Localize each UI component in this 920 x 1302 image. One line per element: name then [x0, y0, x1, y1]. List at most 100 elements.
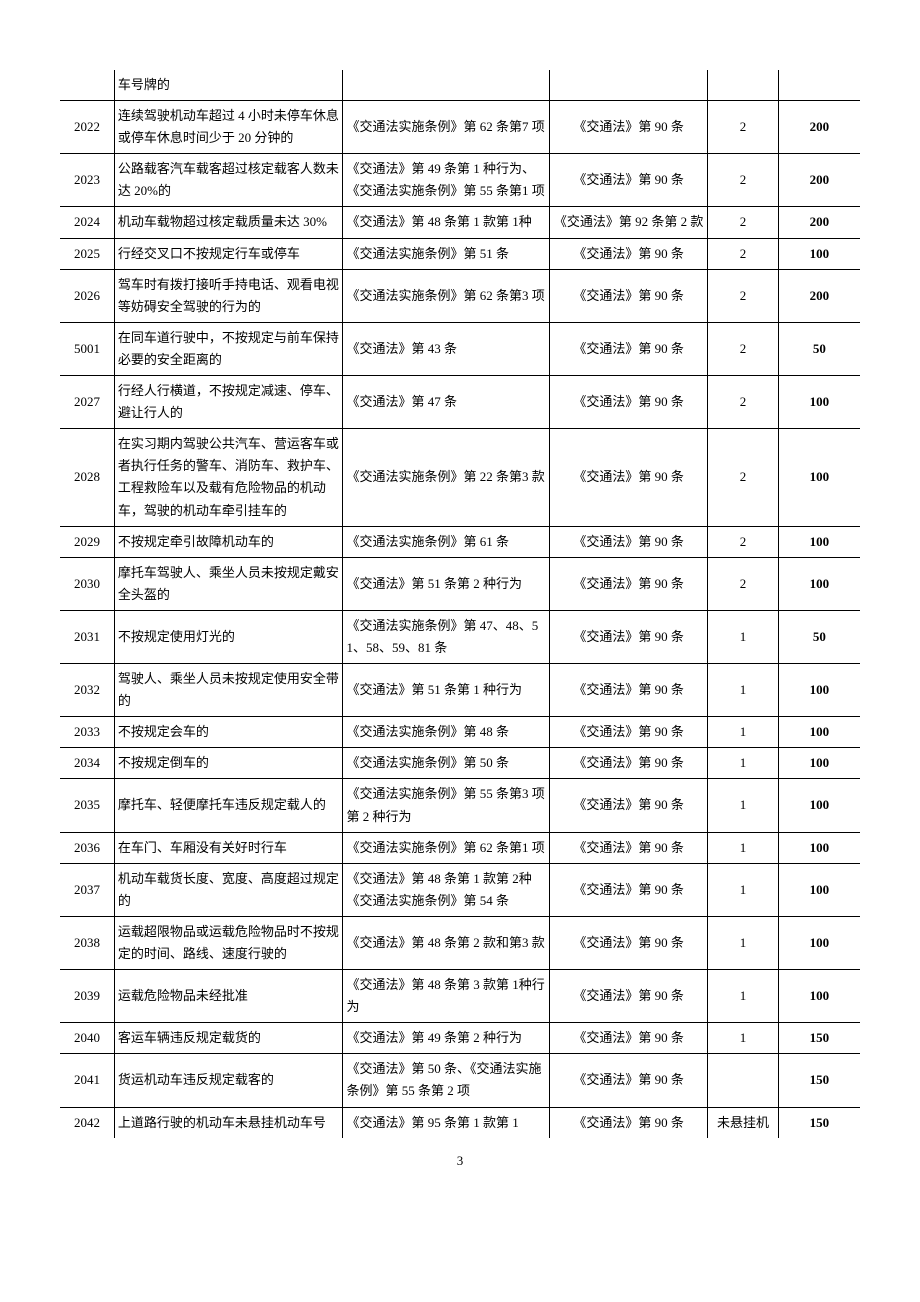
cell-code: 2039: [60, 970, 114, 1023]
cell-points: 2: [708, 557, 779, 610]
cell-fine: 100: [778, 557, 860, 610]
cell-code: 2027: [60, 376, 114, 429]
cell-points: 1: [708, 916, 779, 969]
cell-law-penalty: [550, 70, 708, 101]
cell-law-basis: 《交通法实施条例》第 51 条: [343, 238, 550, 269]
table-row: 2033不按规定会车的《交通法实施条例》第 48 条《交通法》第 90 条110…: [60, 717, 860, 748]
cell-law-basis: 《交通法》第 50 条、《交通法实施条例》第 55 条第 2 项: [343, 1054, 550, 1107]
cell-law-penalty: 《交通法》第 90 条: [550, 970, 708, 1023]
table-row: 2026驾车时有拨打接听手持电话、观看电视等妨碍安全驾驶的行为的《交通法实施条例…: [60, 269, 860, 322]
cell-law-penalty: 《交通法》第 90 条: [550, 1107, 708, 1138]
table-row: 5001在同车道行驶中，不按规定与前车保持必要的安全距离的《交通法》第 43 条…: [60, 322, 860, 375]
cell-code: 2035: [60, 779, 114, 832]
table-row: 2023公路载客汽车载客超过核定载客人数未达 20%的《交通法》第 49 条第 …: [60, 154, 860, 207]
cell-points: 2: [708, 526, 779, 557]
cell-fine: 150: [778, 1023, 860, 1054]
cell-description: 在实习期内驾驶公共汽车、营运客车或者执行任务的警车、消防车、救护车、工程救险车以…: [114, 429, 343, 526]
violation-table: 车号牌的2022连续驾驶机动车超过 4 小时未停车休息或停车休息时间少于 20 …: [60, 70, 860, 1138]
cell-points: 1: [708, 970, 779, 1023]
cell-fine: 100: [778, 376, 860, 429]
cell-fine: 100: [778, 916, 860, 969]
cell-code: 2033: [60, 717, 114, 748]
page-number: 3: [60, 1153, 860, 1169]
cell-fine: 100: [778, 748, 860, 779]
cell-code: 2037: [60, 863, 114, 916]
cell-code: 2034: [60, 748, 114, 779]
cell-points: 2: [708, 376, 779, 429]
table-row: 2035摩托车、轻便摩托车违反规定载人的《交通法实施条例》第 55 条第3 项第…: [60, 779, 860, 832]
cell-code: 2032: [60, 664, 114, 717]
cell-description: 车号牌的: [114, 70, 343, 101]
cell-code: 2041: [60, 1054, 114, 1107]
cell-law-penalty: 《交通法》第 90 条: [550, 154, 708, 207]
cell-law-basis: 《交通法实施条例》第 62 条第7 项: [343, 101, 550, 154]
cell-fine: 150: [778, 1054, 860, 1107]
cell-law-penalty: 《交通法》第 90 条: [550, 269, 708, 322]
cell-description: 不按规定使用灯光的: [114, 610, 343, 663]
cell-code: 2031: [60, 610, 114, 663]
table-row: 2027行经人行横道，不按规定减速、停车、避让行人的《交通法》第 47 条《交通…: [60, 376, 860, 429]
cell-points: 2: [708, 154, 779, 207]
cell-fine: 100: [778, 664, 860, 717]
cell-code: 2022: [60, 101, 114, 154]
table-row: 2042上道路行驶的机动车未悬挂机动车号《交通法》第 95 条第 1 款第 1《…: [60, 1107, 860, 1138]
cell-law-basis: 《交通法实施条例》第 22 条第3 款: [343, 429, 550, 526]
cell-fine: 200: [778, 101, 860, 154]
table-row: 2041货运机动车违反规定载客的《交通法》第 50 条、《交通法实施条例》第 5…: [60, 1054, 860, 1107]
cell-fine: 100: [778, 429, 860, 526]
cell-law-basis: 《交通法实施条例》第 61 条: [343, 526, 550, 557]
cell-code: 2028: [60, 429, 114, 526]
cell-fine: 100: [778, 863, 860, 916]
cell-code: 2042: [60, 1107, 114, 1138]
cell-fine: 200: [778, 154, 860, 207]
cell-law-penalty: 《交通法》第 90 条: [550, 1023, 708, 1054]
cell-points: [708, 70, 779, 101]
cell-description: 摩托车、轻便摩托车违反规定载人的: [114, 779, 343, 832]
cell-points: 2: [708, 207, 779, 238]
cell-code: 2029: [60, 526, 114, 557]
cell-points: 2: [708, 238, 779, 269]
cell-law-penalty: 《交通法》第 92 条第 2 款: [550, 207, 708, 238]
cell-description: 行经交叉口不按规定行车或停车: [114, 238, 343, 269]
cell-description: 驾驶人、乘坐人员未按规定使用安全带的: [114, 664, 343, 717]
cell-law-basis: 《交通法实施条例》第 55 条第3 项第 2 种行为: [343, 779, 550, 832]
cell-code: 2026: [60, 269, 114, 322]
cell-law-penalty: 《交通法》第 90 条: [550, 429, 708, 526]
cell-law-penalty: 《交通法》第 90 条: [550, 863, 708, 916]
cell-description: 在车门、车厢没有关好时行车: [114, 832, 343, 863]
cell-law-penalty: 《交通法》第 90 条: [550, 779, 708, 832]
cell-points: 1: [708, 748, 779, 779]
cell-points: 2: [708, 322, 779, 375]
cell-description: 货运机动车违反规定载客的: [114, 1054, 343, 1107]
table-row: 车号牌的: [60, 70, 860, 101]
cell-description: 行经人行横道，不按规定减速、停车、避让行人的: [114, 376, 343, 429]
cell-code: 2038: [60, 916, 114, 969]
cell-law-basis: 《交通法》第 48 条第 1 款第 1种: [343, 207, 550, 238]
cell-law-penalty: 《交通法》第 90 条: [550, 610, 708, 663]
cell-law-basis: 《交通法实施条例》第 47、48、51、58、59、81 条: [343, 610, 550, 663]
cell-law-basis: 《交通法实施条例》第 50 条: [343, 748, 550, 779]
cell-description: 运载超限物品或运载危险物品时不按规定的时间、路线、速度行驶的: [114, 916, 343, 969]
cell-points: 2: [708, 429, 779, 526]
cell-description: 不按规定牵引故障机动车的: [114, 526, 343, 557]
cell-law-penalty: 《交通法》第 90 条: [550, 748, 708, 779]
cell-law-basis: 《交通法实施条例》第 62 条第1 项: [343, 832, 550, 863]
cell-fine: 100: [778, 526, 860, 557]
cell-law-basis: 《交通法》第 51 条第 1 种行为: [343, 664, 550, 717]
table-row: 2029不按规定牵引故障机动车的《交通法实施条例》第 61 条《交通法》第 90…: [60, 526, 860, 557]
cell-fine: 200: [778, 269, 860, 322]
cell-points: 1: [708, 779, 779, 832]
cell-fine: 100: [778, 238, 860, 269]
cell-law-penalty: 《交通法》第 90 条: [550, 717, 708, 748]
cell-description: 上道路行驶的机动车未悬挂机动车号: [114, 1107, 343, 1138]
table-row: 2039运载危险物品未经批准《交通法》第 48 条第 3 款第 1种行为《交通法…: [60, 970, 860, 1023]
cell-law-basis: 《交通法》第 48 条第 2 款和第3 款: [343, 916, 550, 969]
cell-points: 未悬挂机: [708, 1107, 779, 1138]
cell-points: 1: [708, 832, 779, 863]
cell-description: 连续驾驶机动车超过 4 小时未停车休息或停车休息时间少于 20 分钟的: [114, 101, 343, 154]
cell-law-basis: [343, 70, 550, 101]
cell-description: 运载危险物品未经批准: [114, 970, 343, 1023]
cell-description: 不按规定倒车的: [114, 748, 343, 779]
table-row: 2034不按规定倒车的《交通法实施条例》第 50 条《交通法》第 90 条110…: [60, 748, 860, 779]
cell-description: 公路载客汽车载客超过核定载客人数未达 20%的: [114, 154, 343, 207]
